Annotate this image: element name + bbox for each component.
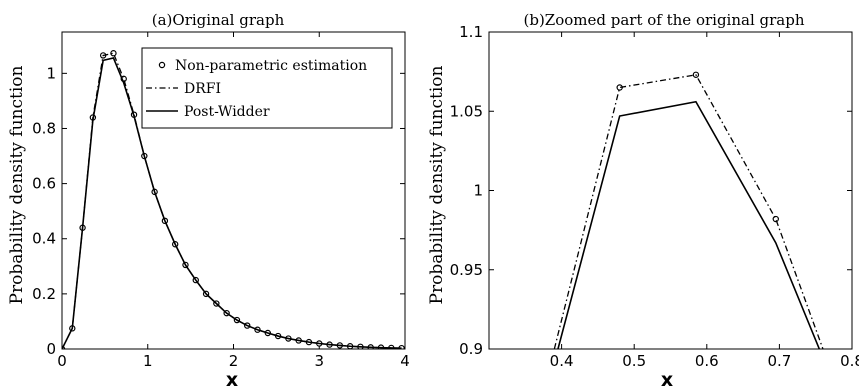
panel-a: (a)Original graph Probability density fu…	[7, 11, 410, 389]
panel-b-xlabel: x	[661, 369, 673, 389]
series-layer	[62, 50, 405, 349]
legend-marker-nonparametric	[158, 61, 166, 69]
series-line-post-widder	[557, 100, 821, 349]
x-tick-label: 0	[57, 352, 67, 370]
legend-box	[141, 47, 393, 129]
x-tick-label: 3	[314, 352, 324, 370]
panel-b-plot: 0.4 0.5 0.6 0.7 0.8 0.9 0.95 1 1.05 1.1	[450, 23, 859, 370]
y-tick-label: 1.05	[450, 102, 483, 120]
panel-a-legend: Non-parametric estimation DRFI Post-Widd…	[141, 47, 393, 129]
x-tick-label: 0.7	[767, 352, 791, 370]
panel-a-axes	[61, 31, 406, 350]
panel-a-title: (a)Original graph	[152, 11, 285, 29]
x-tick-label: 0.6	[695, 352, 719, 370]
y-tick-label: 0.2	[32, 285, 56, 303]
y-tick-label: 0.4	[32, 230, 56, 248]
series-line-post-widder	[62, 56, 402, 349]
legend-label-nonparametric: Non-parametric estimation	[175, 58, 367, 74]
x-tick-label: 4	[400, 352, 410, 370]
panel-b-axes	[488, 31, 853, 350]
panel-b: (b)Zoomed part of the original graph Pro…	[427, 11, 859, 389]
panel-b-ylabel: Probability density function	[427, 65, 447, 304]
y-tick-label: 1	[473, 182, 483, 200]
y-tick-label: 0.8	[32, 119, 56, 137]
point-non-parametric-estimation	[110, 50, 117, 57]
y-tick-label: 0	[46, 340, 56, 358]
y-tick-label: 0.9	[459, 340, 483, 358]
panel-a-ylabel: Probability density function	[7, 65, 27, 304]
series-layer	[553, 71, 824, 349]
legend-label-postwidder: Post-Widder	[184, 104, 270, 120]
series-line-drfi	[553, 74, 824, 349]
x-tick-label: 0.4	[550, 352, 574, 370]
y-tick-label: 0.95	[450, 261, 483, 279]
panel-a-xlabel: x	[226, 369, 238, 389]
x-tick-label: 2	[229, 352, 239, 370]
panel-a-plot: 0 1 2 3 4 0 0.2 0.4 0.6 0.8 1	[32, 32, 410, 370]
y-tick-label: 1	[46, 64, 56, 82]
y-tick-label: 0.6	[32, 175, 56, 193]
y-tick-label: 1.1	[459, 23, 483, 41]
x-tick-label: 1	[143, 352, 153, 370]
panel-b-title: (b)Zoomed part of the original graph	[523, 11, 804, 29]
x-tick-label: 0.5	[622, 352, 646, 370]
legend-label-drfi: DRFI	[184, 81, 221, 97]
x-tick-label: 0.8	[840, 352, 859, 370]
